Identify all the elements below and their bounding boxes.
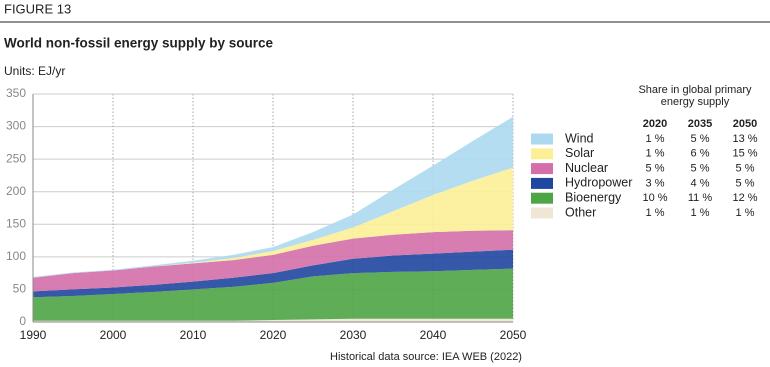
y-tick-label: 50: [13, 282, 27, 296]
share-column-header: 2020: [643, 118, 667, 130]
y-tick-label: 0: [19, 314, 26, 328]
share-cell: 5 %: [736, 177, 755, 189]
legend-label: Wind: [565, 131, 594, 145]
share-cell: 5 %: [691, 133, 710, 145]
area: [33, 318, 513, 322]
share-cell: 15 %: [732, 148, 757, 160]
share-table-title: Share in global primary energy supply: [638, 84, 752, 108]
legend-swatch: [531, 192, 553, 204]
legend-label: Solar: [565, 146, 594, 160]
chart-title: World non-fossil energy supply by source: [4, 36, 274, 51]
share-cell: 6 %: [691, 148, 710, 160]
x-tick-label: 2000: [100, 328, 127, 342]
share-cell: 4 %: [691, 177, 710, 189]
share-cell: 1 %: [736, 207, 755, 219]
legend-swatch: [531, 177, 553, 189]
share-cell: 5 %: [736, 163, 755, 175]
share-cell: 5 %: [691, 163, 710, 175]
legend-swatch: [531, 148, 553, 160]
area: [33, 249, 513, 298]
legend-label: Other: [565, 205, 596, 219]
share-cell: 13 %: [732, 133, 757, 145]
share-cell: 5 %: [646, 163, 665, 175]
share-cell: 1 %: [691, 207, 710, 219]
y-axis-label: Units: EJ/yr: [4, 64, 65, 78]
share-cell: 10 %: [642, 192, 667, 204]
share-cell: 1 %: [646, 148, 665, 160]
share-cell: 12 %: [732, 192, 757, 204]
area: [33, 230, 513, 292]
x-tick-label: 2030: [340, 328, 367, 342]
legend-swatch: [531, 133, 553, 145]
x-tick-label: 2040: [420, 328, 447, 342]
share-cell: 1 %: [646, 133, 665, 145]
share-cell: 11 %: [688, 192, 712, 204]
area: [33, 116, 513, 278]
share-column-header: 2050: [733, 118, 757, 130]
x-tick-label: 2050: [500, 328, 527, 342]
legend-label: Bioenergy: [565, 190, 622, 204]
y-tick-label: 200: [6, 184, 26, 198]
legend-label: Nuclear: [565, 161, 608, 175]
y-tick-label: 150: [6, 216, 26, 230]
x-tick-label: 1990: [20, 328, 47, 342]
legend-swatch: [531, 207, 553, 219]
share-column-header: 2035: [688, 118, 712, 130]
area: [33, 167, 513, 278]
y-tick-label: 350: [6, 86, 26, 100]
figure-label: FIGURE 13: [4, 1, 71, 16]
legend-label: Hydropower: [565, 176, 632, 190]
source-note: Historical data source: IEA WEB (2022): [330, 351, 522, 363]
legend-swatch: [531, 163, 553, 175]
share-cell: 1 %: [646, 207, 665, 219]
x-tick-label: 2020: [260, 328, 287, 342]
y-tick-label: 100: [6, 249, 26, 263]
x-tick-label: 2010: [180, 328, 207, 342]
area: [33, 268, 513, 321]
share-cell: 3 %: [646, 177, 665, 189]
y-tick-label: 300: [6, 119, 26, 133]
y-tick-label: 250: [6, 151, 26, 165]
